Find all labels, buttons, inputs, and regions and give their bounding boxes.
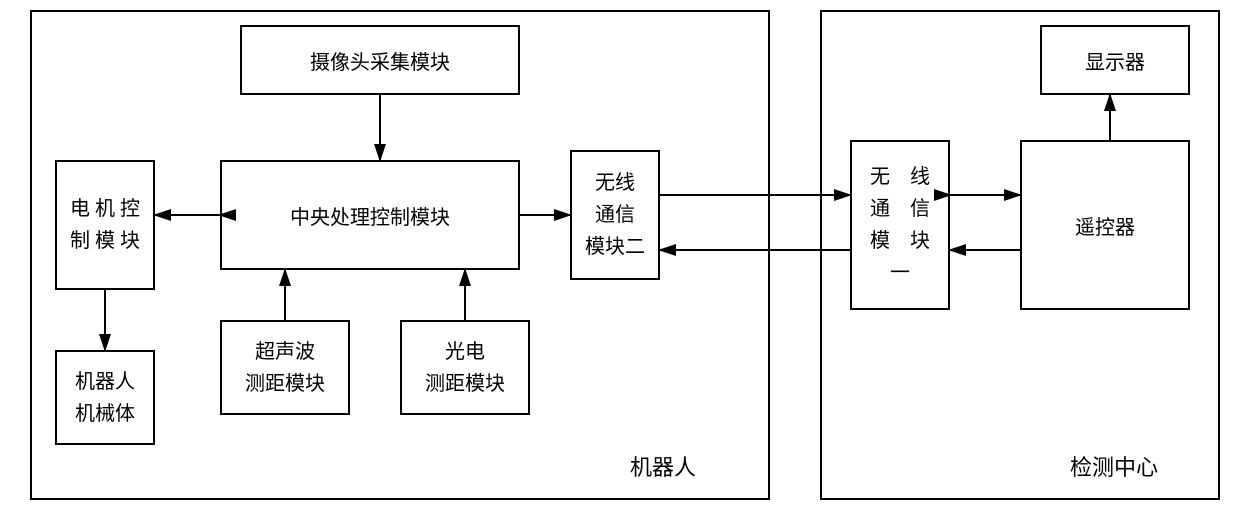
node-wcomm1-label: 无 线 通 信 模 块 一 (870, 161, 930, 289)
diagram-canvas: 机器人 检测中心 摄像头采集模块 中央处理控制模块 电 机 控 制 模 块 机器… (0, 0, 1240, 521)
container-robot-label: 机器人 (630, 450, 696, 482)
node-cpu: 中央处理控制模块 (220, 160, 520, 270)
node-cpu-label: 中央处理控制模块 (290, 201, 450, 230)
node-camera: 摄像头采集模块 (240, 25, 520, 95)
node-remote-label: 遥控器 (1075, 211, 1135, 240)
node-ultra: 超声波 测距模块 (220, 320, 350, 415)
node-wcomm1: 无 线 通 信 模 块 一 (850, 140, 950, 310)
node-wcomm2-label: 无线 通信 模块二 (585, 167, 645, 263)
node-body: 机器人 机械体 (55, 350, 155, 445)
node-display-label: 显示器 (1085, 46, 1145, 75)
node-camera-label: 摄像头采集模块 (310, 46, 450, 75)
node-photo-label: 光电 测距模块 (425, 336, 505, 400)
node-motor: 电 机 控 制 模 块 (55, 160, 155, 290)
node-motor-label: 电 机 控 制 模 块 (70, 193, 140, 257)
node-body-label: 机器人 机械体 (75, 366, 135, 430)
node-wcomm2: 无线 通信 模块二 (570, 150, 660, 280)
node-remote: 遥控器 (1020, 140, 1190, 310)
node-display: 显示器 (1040, 25, 1190, 95)
container-center-label: 检测中心 (1070, 450, 1158, 482)
node-photo: 光电 测距模块 (400, 320, 530, 415)
node-ultra-label: 超声波 测距模块 (245, 336, 325, 400)
